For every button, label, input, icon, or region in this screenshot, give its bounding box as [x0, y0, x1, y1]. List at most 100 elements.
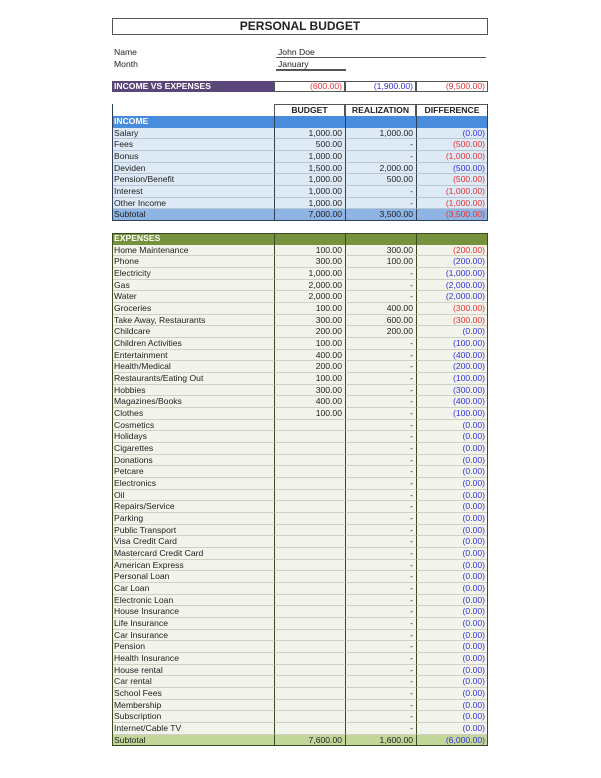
cell-realization[interactable]: - — [345, 197, 416, 210]
cell-difference[interactable]: (100.00) — [416, 338, 488, 350]
cell-realization[interactable]: 3,500.00 — [345, 209, 416, 222]
cell-label[interactable]: Pension — [112, 641, 274, 654]
cell-difference[interactable]: (300.00) — [416, 303, 488, 315]
cell-budget[interactable] — [274, 606, 345, 619]
cell-difference[interactable]: (0.00) — [416, 676, 488, 689]
cell-label[interactable]: Magazines/Books — [112, 396, 274, 409]
cell-label[interactable]: Electronic Loan — [112, 594, 274, 607]
cell-label[interactable]: Public Transport — [112, 524, 274, 537]
cell-label[interactable]: Children Activities — [112, 338, 274, 350]
cell-difference[interactable]: (400.00) — [416, 396, 488, 409]
cell-label[interactable]: Clothes — [112, 408, 274, 420]
cell-budget[interactable]: 7,000.00 — [274, 209, 345, 222]
cell-budget[interactable]: 100.00 — [274, 244, 345, 257]
cell-realization[interactable]: - — [345, 396, 416, 409]
cell-label[interactable]: Personal Loan — [112, 571, 274, 584]
cell-realization[interactable]: - — [345, 676, 416, 689]
cell-budget[interactable]: 100.00 — [274, 373, 345, 385]
cell-label[interactable]: Electronics — [112, 478, 274, 490]
cell-difference[interactable]: (0.00) — [416, 629, 488, 642]
cell-realization[interactable]: - — [345, 583, 416, 595]
cell-realization[interactable]: - — [345, 571, 416, 584]
cell-difference[interactable]: (0.00) — [416, 618, 488, 630]
cell-difference[interactable]: (2,000.00) — [416, 291, 488, 303]
cell-budget[interactable] — [274, 548, 345, 560]
cell-realization[interactable]: - — [345, 361, 416, 374]
cell-budget[interactable]: 500.00 — [274, 139, 345, 151]
cell-label[interactable]: Life Insurance — [112, 618, 274, 630]
cell-budget[interactable] — [274, 513, 345, 525]
cell-budget[interactable]: 2,000.00 — [274, 291, 345, 303]
cell-label[interactable]: Hobbies — [112, 384, 274, 397]
cell-budget[interactable] — [274, 594, 345, 607]
cell-budget[interactable]: 100.00 — [274, 338, 345, 350]
cell-realization[interactable]: - — [345, 548, 416, 560]
cell-label[interactable]: Electricity — [112, 268, 274, 280]
cell-label[interactable]: INCOME — [112, 116, 274, 128]
cell-budget[interactable]: 1,000.00 — [274, 127, 345, 140]
cell-budget[interactable]: 1,000.00 — [274, 151, 345, 163]
cell-realization[interactable]: - — [345, 151, 416, 163]
cell-label[interactable]: Interest — [112, 186, 274, 198]
cell-label[interactable]: Other Income — [112, 197, 274, 210]
cell-difference[interactable]: (0.00) — [416, 699, 488, 712]
cell-label[interactable]: Cosmetics — [112, 419, 274, 432]
cell-label[interactable]: House Insurance — [112, 606, 274, 619]
cell-budget[interactable] — [274, 711, 345, 724]
cell-budget[interactable]: 100.00 — [274, 408, 345, 420]
cell-difference[interactable]: (100.00) — [416, 373, 488, 385]
cell-label[interactable]: Subscription — [112, 711, 274, 724]
cell-realization[interactable]: - — [345, 431, 416, 444]
cell-difference[interactable]: (2,000.00) — [416, 279, 488, 292]
cell-budget[interactable] — [274, 443, 345, 455]
cell-realization[interactable]: 1,600.00 — [345, 734, 416, 747]
cell-difference[interactable]: (200.00) — [416, 244, 488, 257]
name-field[interactable]: John Doe — [276, 47, 486, 58]
cell-difference[interactable]: (0.00) — [416, 127, 488, 140]
cell-label[interactable]: Holidays — [112, 431, 274, 444]
cell-difference[interactable]: (0.00) — [416, 594, 488, 607]
cell-realization[interactable]: - — [345, 373, 416, 385]
cell-label[interactable]: Pension/Benefit — [112, 174, 274, 186]
cell-budget[interactable] — [274, 653, 345, 665]
cell-difference[interactable]: (400.00) — [416, 349, 488, 362]
cell-realization[interactable]: - — [345, 186, 416, 198]
cell-difference[interactable]: (0.00) — [416, 443, 488, 455]
cell-label[interactable]: House rental — [112, 664, 274, 677]
cell-label[interactable]: Cigarettes — [112, 443, 274, 455]
cell-budget[interactable] — [274, 676, 345, 689]
cell-difference[interactable]: (1,000.00) — [416, 197, 488, 210]
cell-budget[interactable]: 1,000.00 — [274, 186, 345, 198]
cell-difference[interactable]: (0.00) — [416, 688, 488, 700]
cell-difference[interactable]: (0.00) — [416, 478, 488, 490]
cell-difference[interactable]: (0.00) — [416, 326, 488, 339]
cell-budget[interactable] — [274, 664, 345, 677]
cell-budget[interactable] — [274, 723, 345, 735]
cell-realization[interactable]: - — [345, 291, 416, 303]
cell-realization[interactable]: - — [345, 443, 416, 455]
cell-budget[interactable]: 400.00 — [274, 396, 345, 409]
cell-difference[interactable]: (200.00) — [416, 256, 488, 268]
cell-budget[interactable] — [274, 489, 345, 502]
cell-difference[interactable]: (1,000.00) — [416, 151, 488, 163]
cell-label[interactable]: Groceries — [112, 303, 274, 315]
cell-label[interactable]: Restaurants/Eating Out — [112, 373, 274, 385]
cell-realization[interactable]: 600.00 — [345, 314, 416, 327]
cell-label[interactable]: Water — [112, 291, 274, 303]
cell-budget[interactable] — [274, 116, 345, 128]
cell-realization[interactable]: - — [345, 338, 416, 350]
cell-label[interactable]: Gas — [112, 279, 274, 292]
cell-label[interactable]: Visa Credit Card — [112, 536, 274, 549]
cell-difference[interactable]: (0.00) — [416, 431, 488, 444]
cell-realization[interactable]: 2,000.00 — [345, 162, 416, 175]
cell-difference[interactable]: (0.00) — [416, 513, 488, 525]
cell-difference[interactable]: (300.00) — [416, 314, 488, 327]
cell-label[interactable]: Subtotal — [112, 734, 274, 747]
cell-label[interactable]: Petcare — [112, 466, 274, 479]
cell-label[interactable]: Bonus — [112, 151, 274, 163]
cell-budget[interactable]: 300.00 — [274, 314, 345, 327]
cell-realization[interactable]: - — [345, 629, 416, 642]
cell-budget[interactable] — [274, 641, 345, 654]
cell-realization[interactable]: - — [345, 559, 416, 572]
cell-difference[interactable]: (0.00) — [416, 501, 488, 514]
